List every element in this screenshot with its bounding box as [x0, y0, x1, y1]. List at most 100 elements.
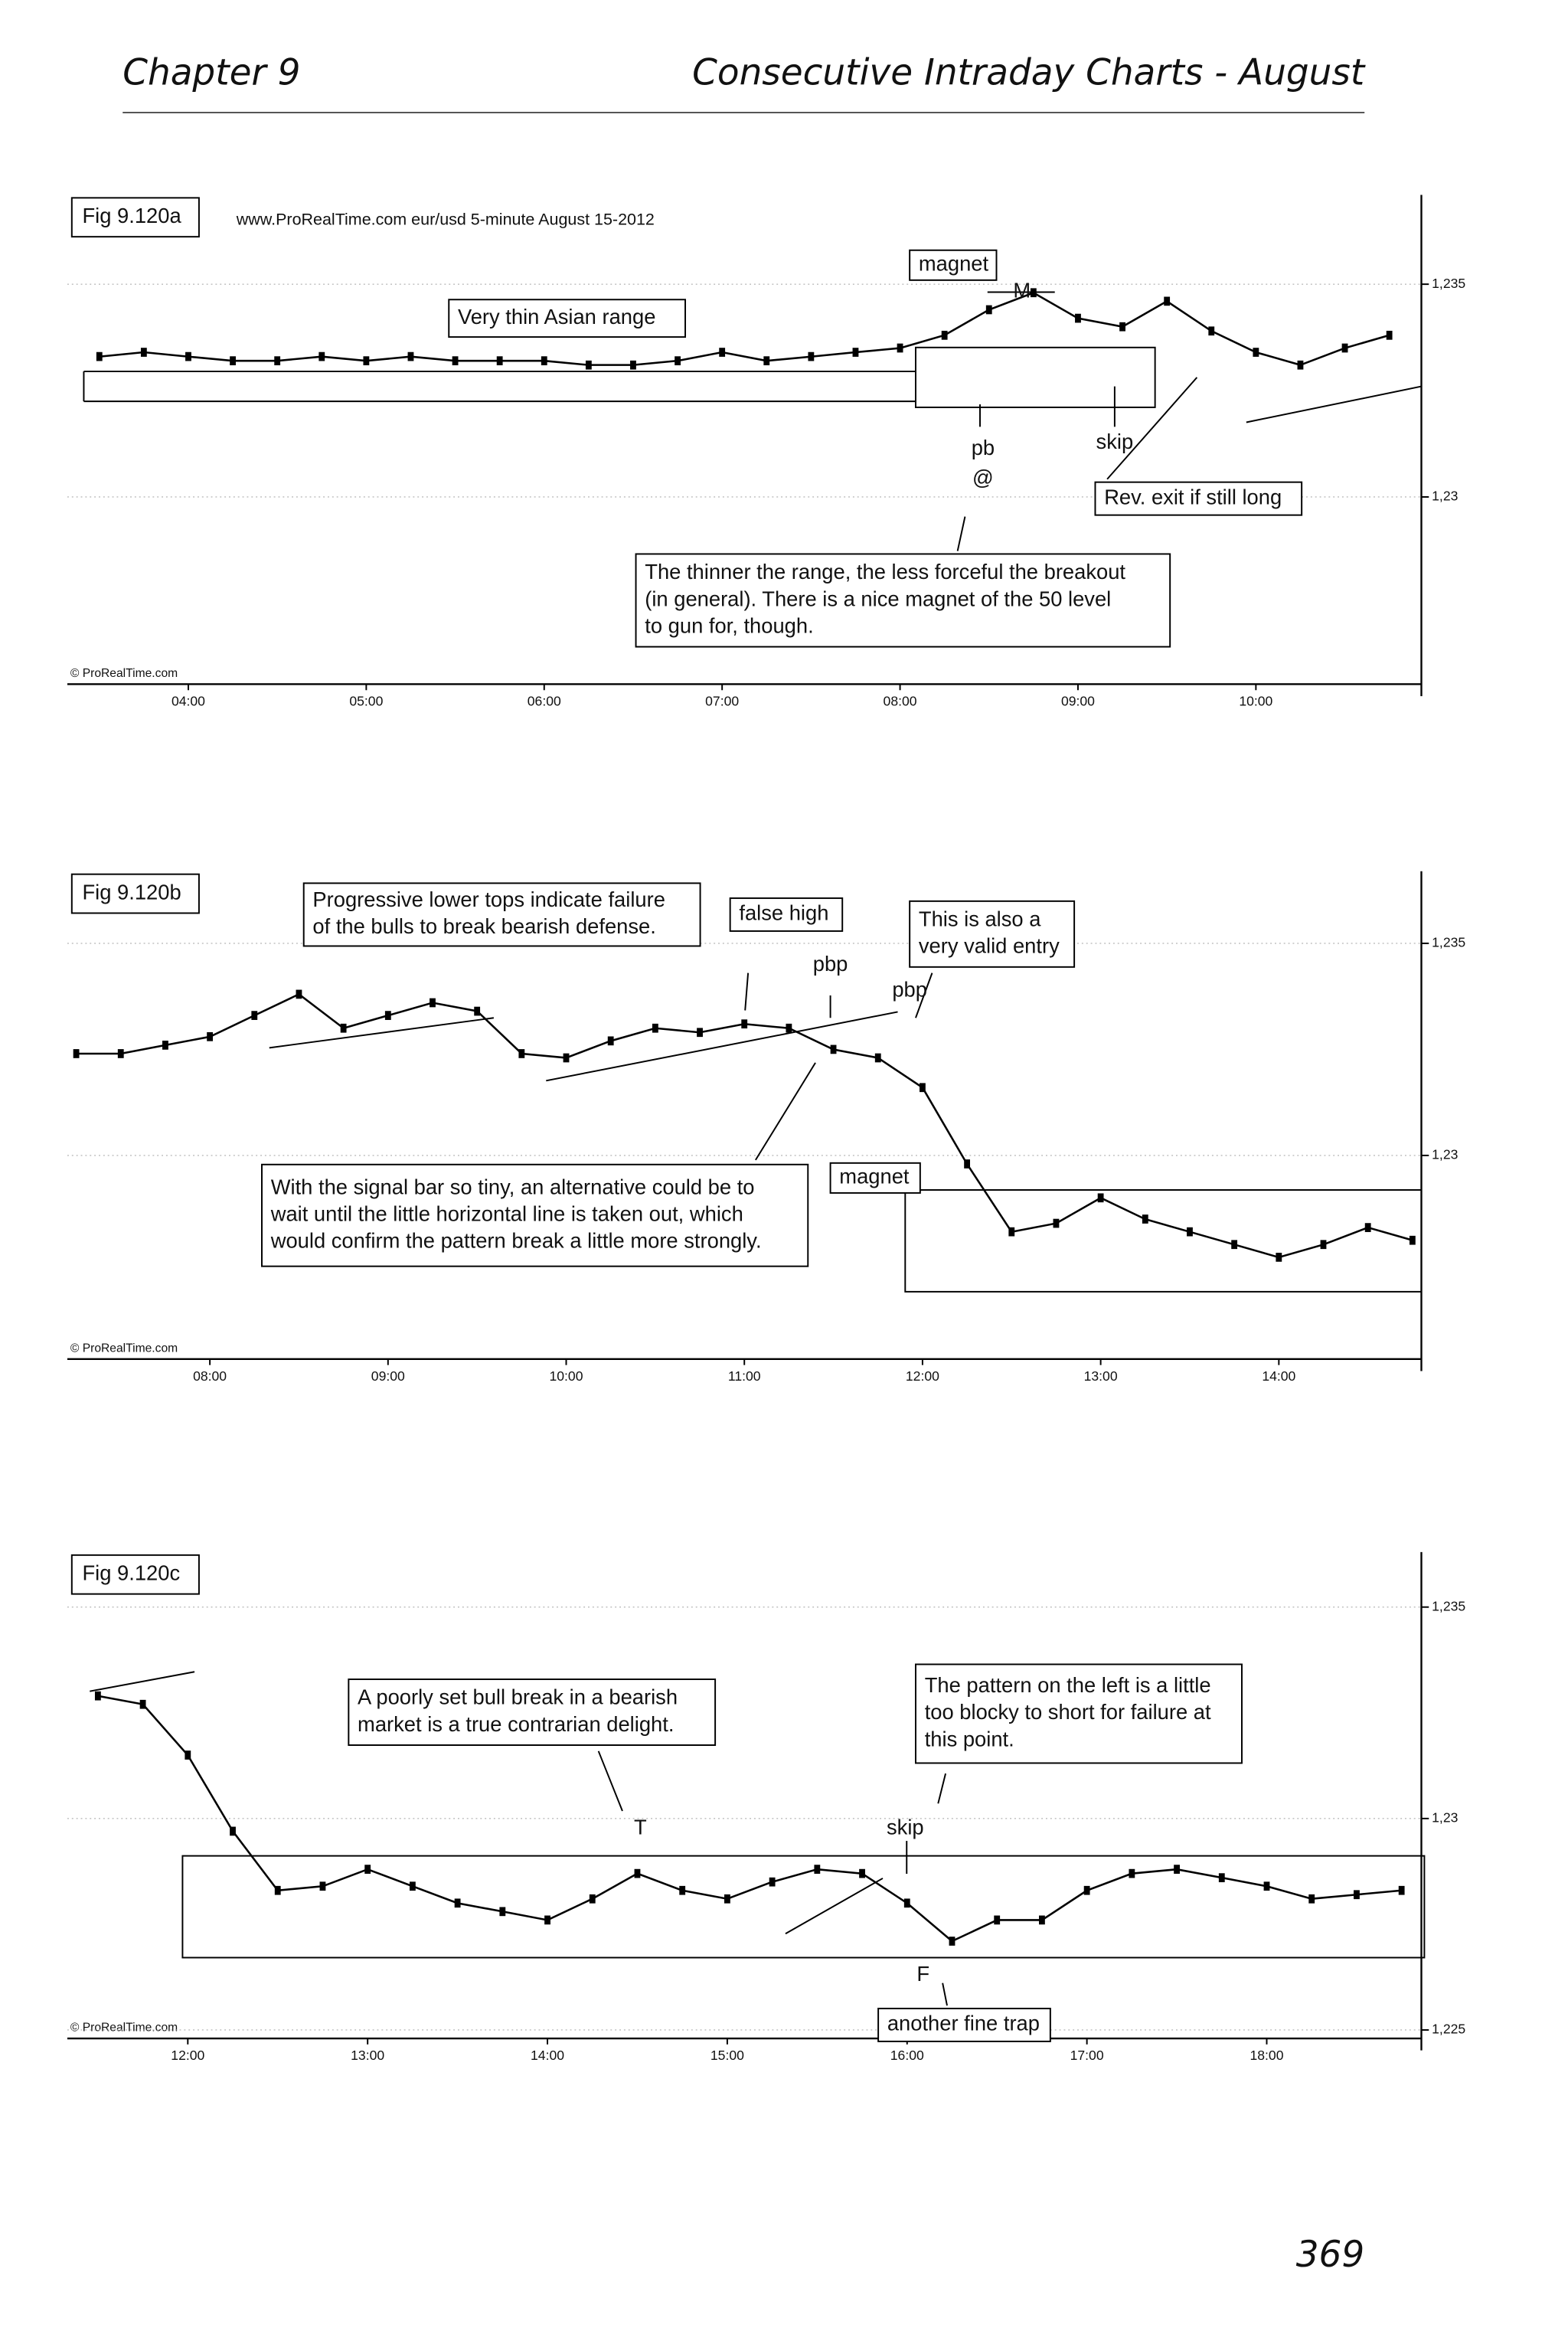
price-point — [230, 356, 236, 366]
x-tick-label: 15:00 — [710, 2048, 744, 2063]
x-tick-label: 16:00 — [890, 2048, 924, 2063]
price-point — [340, 1023, 347, 1033]
annotation-box — [348, 1679, 717, 1746]
annotation-line — [956, 516, 966, 551]
price-point — [808, 351, 815, 361]
price-point — [251, 1011, 258, 1020]
price-point — [139, 1699, 146, 1709]
price-point — [1263, 1881, 1270, 1891]
price-point — [724, 1894, 730, 1904]
annotation-label: pbp — [892, 977, 927, 1001]
price-point — [994, 1915, 1001, 1925]
range-box — [181, 1855, 1426, 1959]
annotation-text: Very thin Asian range — [458, 305, 655, 329]
price-point — [830, 1044, 837, 1054]
price-point — [499, 1907, 506, 1917]
price-point — [162, 1041, 168, 1050]
annotation-box — [914, 1663, 1243, 1764]
price-point — [1075, 313, 1081, 323]
y-tick-label: 1,23 — [1432, 1147, 1458, 1162]
price-point — [274, 1885, 281, 1895]
price-line — [97, 1695, 1402, 1943]
price-point — [1354, 1890, 1360, 1900]
x-tick-label: 10:00 — [1239, 694, 1272, 709]
annotation-line — [597, 1750, 623, 1812]
x-tick-label: 08:00 — [884, 694, 917, 709]
y-tick-label: 1,235 — [1432, 935, 1465, 950]
figure-box — [70, 1554, 200, 1595]
price-point — [630, 360, 636, 370]
chart-title: www.ProRealTime.com eur/usd 5-minute Aug… — [236, 210, 655, 228]
price-point — [1364, 1223, 1371, 1232]
x-tick-label: 09:00 — [371, 1368, 405, 1384]
price-point — [1174, 1865, 1180, 1874]
annotation-box — [635, 553, 1171, 648]
annotation-box — [729, 897, 844, 932]
annotation-box — [261, 1163, 809, 1267]
x-tick-label: 18:00 — [1250, 2048, 1284, 2063]
range-box — [914, 346, 1156, 408]
price-point — [117, 1049, 124, 1058]
price-point — [1231, 1240, 1238, 1250]
watermark: © ProRealTime.com — [70, 667, 178, 680]
annotation-text: another fine trap — [887, 2012, 1040, 2035]
price-point — [1097, 1193, 1104, 1203]
annotation-label: skip — [887, 1816, 924, 1839]
annotation-text: (in general). There is a nice magnet of … — [645, 587, 1111, 610]
annotation-text: magnet — [919, 252, 989, 276]
price-point — [496, 356, 503, 366]
annotation-text: this point. — [925, 1727, 1014, 1750]
annotation-text: Progressive lower tops indicate failure — [312, 887, 665, 911]
price-point — [541, 356, 547, 366]
price-point — [964, 1159, 971, 1169]
price-point — [230, 1826, 236, 1836]
y-tick-label: 1,23 — [1432, 489, 1458, 504]
price-point — [741, 1019, 748, 1029]
price-point — [769, 1877, 776, 1887]
x-tick-label: 05:00 — [349, 694, 383, 709]
annotation-box — [877, 2007, 1051, 2042]
annotation-box — [1094, 481, 1303, 516]
annotation-text: wait until the little horizontal line is… — [270, 1201, 743, 1225]
price-point — [384, 1011, 391, 1020]
annotation-text: too blocky to short for failure at — [925, 1700, 1211, 1724]
annotation-text: false high — [739, 901, 828, 925]
annotation-text: would confirm the pattern break a little… — [270, 1229, 762, 1253]
price-point — [859, 1868, 865, 1878]
price-point — [920, 1083, 926, 1093]
price-point — [634, 1868, 641, 1878]
price-point — [364, 1865, 371, 1874]
price-point — [675, 356, 681, 366]
figure-box — [70, 197, 200, 238]
annotation-line — [785, 1878, 884, 1935]
price-point — [274, 356, 281, 366]
figure-label: Fig 9.120a — [82, 204, 181, 227]
price-point — [852, 348, 859, 357]
annotation-line — [90, 1671, 195, 1692]
annotation-line — [269, 1017, 495, 1049]
price-point — [1253, 348, 1259, 357]
watermark: © ProRealTime.com — [70, 2021, 178, 2034]
price-point — [73, 1049, 80, 1058]
price-point — [430, 998, 436, 1008]
x-tick-label: 14:00 — [1262, 1368, 1295, 1384]
annotation-text: magnet — [839, 1165, 910, 1188]
y-tick-label: 1,225 — [1432, 2022, 1465, 2037]
price-point — [719, 348, 726, 357]
x-tick-label: 13:00 — [1084, 1368, 1118, 1384]
annotation-text: This is also a — [919, 907, 1041, 930]
watermark: © ProRealTime.com — [70, 1342, 178, 1355]
price-point — [474, 1006, 481, 1016]
annotation-text: With the signal bar so tiny, an alternat… — [271, 1175, 755, 1198]
price-point — [1297, 360, 1304, 370]
price-point — [1142, 1214, 1148, 1224]
annotation-text: very valid entry — [919, 934, 1060, 958]
x-tick-label: 11:00 — [728, 1368, 761, 1384]
price-point — [1008, 1227, 1015, 1237]
price-point — [1398, 1885, 1405, 1895]
price-point — [897, 343, 903, 353]
annotation-line — [1106, 377, 1198, 480]
annotation-line — [942, 1983, 948, 2006]
price-point — [1409, 1235, 1416, 1245]
